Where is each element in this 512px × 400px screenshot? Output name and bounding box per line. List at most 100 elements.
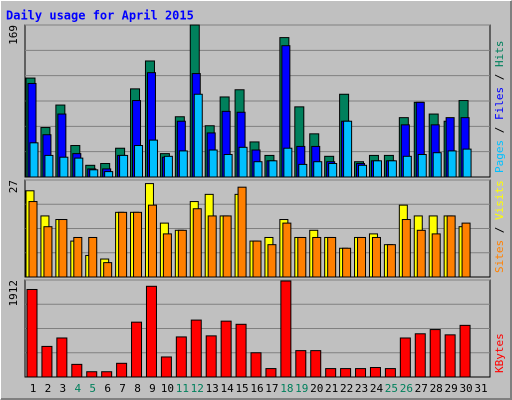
bar	[41, 345, 53, 378]
x-tick-label: 6	[104, 382, 111, 395]
bar	[386, 244, 396, 278]
bar	[253, 161, 263, 178]
x-tick-label: 30	[459, 382, 472, 395]
bar	[207, 215, 217, 278]
bar	[148, 139, 158, 178]
x-tick-label: 20	[310, 382, 323, 395]
bar	[265, 368, 277, 378]
bar	[461, 222, 471, 278]
bar	[177, 229, 187, 278]
x-tick-label: 27	[415, 382, 428, 395]
bar	[131, 321, 143, 378]
x-tick-label: 7	[119, 382, 126, 395]
bar	[163, 155, 173, 178]
bar	[459, 324, 471, 378]
bar	[313, 161, 323, 178]
bar	[280, 280, 292, 378]
bar	[56, 337, 68, 378]
x-tick-label: 29	[445, 382, 458, 395]
bar	[175, 336, 187, 378]
x-tick-label: 18	[280, 382, 293, 395]
bar	[416, 229, 426, 278]
bar	[384, 368, 396, 378]
bar	[88, 236, 98, 278]
bar	[238, 146, 248, 178]
y-tick-label: 169	[7, 25, 20, 45]
bar	[355, 368, 367, 378]
legend: Sites / Visits	[493, 180, 506, 273]
bar	[223, 154, 233, 178]
bar	[134, 145, 144, 178]
chart-title: Daily usage for April 2015	[6, 9, 194, 23]
bar	[190, 319, 202, 378]
bar	[447, 150, 457, 178]
bar	[417, 154, 427, 178]
bar	[29, 142, 39, 178]
bar	[43, 226, 53, 278]
y-tick-label: 1912	[7, 280, 20, 307]
bar	[312, 236, 322, 278]
bar	[402, 155, 412, 178]
bar	[28, 201, 38, 278]
legend-entry: Pages	[493, 140, 506, 173]
legend-entry: Files	[493, 87, 506, 120]
bar	[178, 150, 188, 178]
bar	[192, 208, 202, 278]
bar	[297, 236, 307, 278]
x-tick-label: 13	[206, 382, 219, 395]
bar	[133, 211, 143, 278]
x-tick-label: 15	[235, 382, 248, 395]
legend: KBytes	[493, 333, 506, 373]
bar	[44, 154, 54, 178]
bar	[162, 233, 172, 278]
bar	[414, 333, 426, 378]
bar	[268, 160, 278, 178]
bar	[283, 147, 293, 178]
bar	[116, 362, 128, 378]
x-tick-label: 11	[176, 382, 189, 395]
x-tick-label: 23	[355, 382, 368, 395]
x-tick-label: 5	[89, 382, 96, 395]
x-tick-label: 28	[430, 382, 443, 395]
bar	[103, 262, 113, 278]
x-tick-label: 1	[30, 382, 37, 395]
bar	[357, 236, 367, 278]
legend-entry: KBytes	[493, 333, 506, 373]
bar	[401, 219, 411, 278]
bar	[59, 156, 69, 178]
bar	[371, 236, 381, 278]
x-tick-label: 9	[149, 382, 156, 395]
bar	[119, 154, 129, 178]
bar	[26, 288, 38, 378]
bar	[282, 222, 292, 278]
bar	[222, 215, 232, 278]
bar	[328, 163, 338, 178]
bar	[327, 236, 337, 278]
legend-separator: /	[493, 120, 506, 140]
x-tick-label: 14	[221, 382, 235, 395]
x-tick-label: 31	[474, 382, 487, 395]
bar	[235, 323, 247, 378]
legend-separator: /	[493, 220, 506, 240]
bar	[267, 244, 277, 278]
x-tick-label: 19	[295, 382, 308, 395]
x-tick-label: 24	[370, 382, 384, 395]
bar	[298, 163, 308, 178]
bar	[387, 160, 397, 178]
bar	[325, 368, 337, 378]
bar	[118, 211, 128, 278]
bar	[145, 285, 157, 378]
x-tick-label: 3	[60, 382, 67, 395]
bar	[432, 152, 442, 178]
bar	[205, 335, 217, 378]
bar	[429, 329, 441, 378]
x-tick-label: 16	[250, 382, 263, 395]
x-tick-label: 8	[134, 382, 141, 395]
bar	[358, 164, 368, 178]
bar	[58, 219, 68, 278]
x-tick-label: 26	[400, 382, 413, 395]
bar	[462, 148, 472, 178]
bar	[342, 247, 352, 278]
